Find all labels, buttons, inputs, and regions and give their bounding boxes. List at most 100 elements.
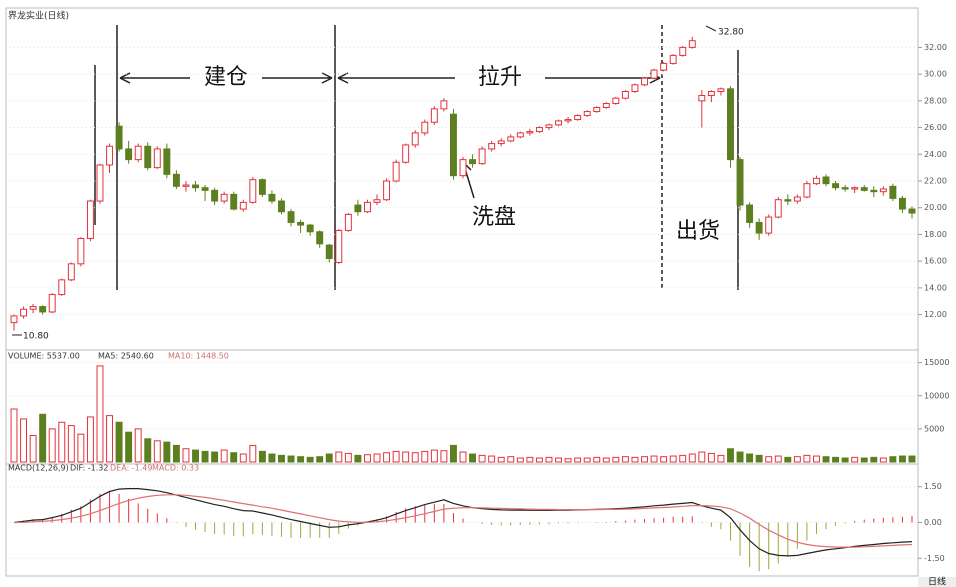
volume-bar <box>889 456 897 463</box>
volume-bar <box>860 457 868 463</box>
candle-body <box>879 188 887 193</box>
volume-bar <box>784 456 792 463</box>
volume-bar <box>497 456 505 463</box>
volume-bar <box>306 456 314 463</box>
volume-bar <box>354 454 362 463</box>
volume-bar <box>879 457 887 463</box>
volume-bar <box>220 449 228 463</box>
legend-item: MA10: 1448.50 <box>168 352 229 361</box>
candle-body <box>86 200 94 239</box>
candle-body <box>430 108 438 123</box>
volume-bar <box>440 450 448 463</box>
candle-body <box>813 177 820 185</box>
volume-bar <box>660 456 668 463</box>
candle-body <box>851 187 859 190</box>
arrow <box>705 25 717 32</box>
candle-body <box>631 84 639 92</box>
candle-body <box>220 193 228 202</box>
volume-bar <box>612 456 620 463</box>
candle-body <box>602 103 610 109</box>
arrow <box>262 72 333 84</box>
volume-bar <box>650 455 658 463</box>
candle-body <box>621 90 629 99</box>
y-tick-label: 0.00 <box>924 518 942 527</box>
volume-bar <box>163 441 171 463</box>
candle-body <box>593 107 601 113</box>
dea-line <box>13 494 913 548</box>
y-tick-label: 26.00 <box>924 123 947 132</box>
volume-bar <box>192 449 199 463</box>
price-label: 10.80 <box>23 332 49 342</box>
candle-body <box>325 244 333 259</box>
volume-bar <box>688 453 696 463</box>
candle-body <box>488 143 496 150</box>
volume-bar <box>851 456 859 463</box>
volume-bar <box>230 452 238 463</box>
candle-body <box>239 201 247 210</box>
volume-bar <box>803 454 811 463</box>
volume-bar <box>373 453 381 463</box>
y-tick-label: 15000 <box>924 358 949 367</box>
candle-body <box>469 159 477 165</box>
candle-body <box>287 211 295 223</box>
volume-bar <box>564 458 572 463</box>
y-tick-label: 16.00 <box>924 257 947 266</box>
volume-bar <box>67 425 75 463</box>
volume-bar <box>870 456 878 463</box>
volume-bar <box>717 454 725 463</box>
legend-item: DIF: -1.32 <box>70 464 108 473</box>
volume-bar <box>316 456 324 463</box>
candle-body <box>58 279 66 296</box>
volume-bar <box>144 438 152 463</box>
volume-bar <box>411 452 419 463</box>
candle-body <box>192 184 199 189</box>
y-tick-label: 5000 <box>924 424 944 433</box>
candle-body <box>727 88 734 161</box>
candle-body <box>172 173 180 187</box>
volume-bar <box>201 450 209 463</box>
dif-line <box>13 488 913 557</box>
volume-bar <box>583 457 591 463</box>
candle-body <box>688 40 696 48</box>
y-tick-label: 18.00 <box>924 230 947 239</box>
period-label: 日线 <box>928 576 946 587</box>
candle-body <box>392 161 400 182</box>
candle-body <box>459 159 467 177</box>
candle-body <box>201 187 209 191</box>
candle-body <box>564 119 572 122</box>
volume-bar <box>77 433 85 463</box>
candle-body <box>679 46 687 56</box>
volume-bar <box>249 444 257 463</box>
candle-body <box>77 237 85 265</box>
candle-body <box>67 263 75 281</box>
candle-body <box>870 189 878 193</box>
annotation-text: 拉升 <box>478 65 522 90</box>
volume-bar <box>679 454 687 463</box>
volume-bar <box>172 444 180 463</box>
volume-bar <box>755 454 763 463</box>
candle-body <box>832 183 840 189</box>
annotation-text: 出货 <box>676 219 720 244</box>
volume-bar <box>153 440 161 463</box>
volume-bar <box>449 444 457 463</box>
candle-body <box>698 94 706 102</box>
volume-bar <box>278 454 285 463</box>
volume-bar <box>459 451 467 463</box>
arrow <box>119 72 190 84</box>
volume-bar <box>774 455 782 463</box>
volume-bar <box>555 457 562 463</box>
y-tick-label: 28.00 <box>924 96 947 105</box>
candle-body <box>860 187 868 191</box>
candle-body <box>497 140 505 145</box>
volume-bar <box>669 455 677 463</box>
candle-body <box>889 185 897 199</box>
candle-body <box>660 62 668 71</box>
y-tick-label: 30.00 <box>924 70 947 79</box>
candle-body <box>182 184 190 187</box>
candle-body <box>411 132 419 146</box>
volume-bar <box>383 452 391 463</box>
candle-body <box>230 193 238 210</box>
y-tick-label: 12.00 <box>924 310 947 319</box>
candle-body <box>793 196 801 202</box>
